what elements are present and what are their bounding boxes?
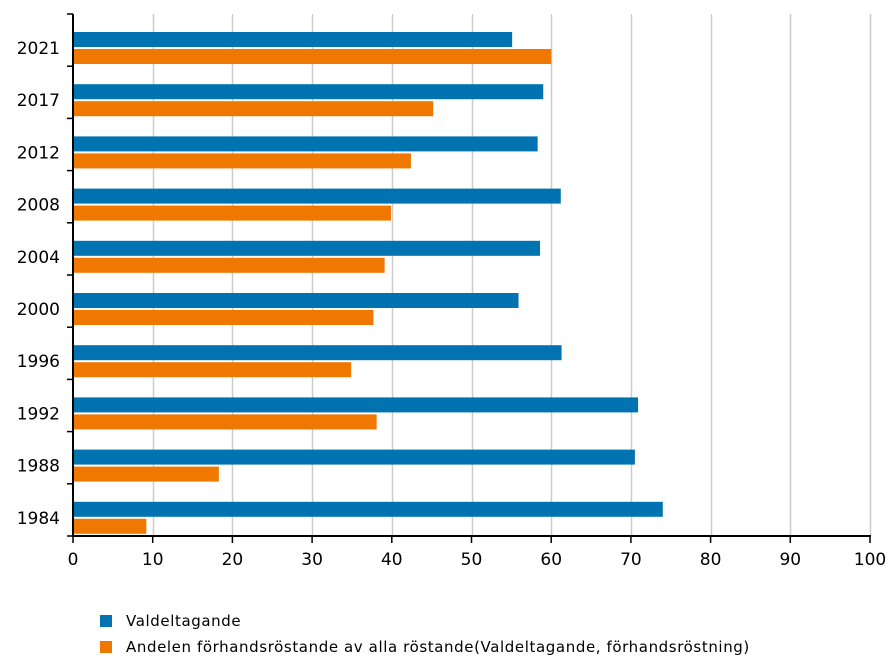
legend-item-series-1: Valdeltagande: [100, 610, 750, 632]
x-tick-label: 100: [854, 550, 886, 570]
bar-2008-series-1: [73, 188, 561, 204]
bar-2012-series-1: [73, 136, 538, 152]
bar-1996-series-1: [73, 345, 562, 361]
bar-2017-series-1: [73, 84, 544, 100]
y-category-label: 1984: [17, 509, 60, 529]
x-tick-label: 60: [540, 550, 562, 570]
y-category-label: 2000: [17, 300, 60, 320]
axes: [67, 13, 871, 543]
bar-1992-series-2: [73, 414, 377, 430]
y-category-label: 1992: [17, 404, 60, 424]
y-category-label: 1988: [17, 457, 60, 477]
y-category-label: 1996: [17, 352, 60, 372]
x-tick-labels: 0 10 20 30 40 50 60 70 80 90 100: [68, 550, 887, 570]
bar-2000-series-2: [73, 310, 374, 325]
bar-2000-series-1: [73, 293, 519, 308]
bar-1984-series-1: [73, 501, 663, 517]
legend-label-series-2: Andelen förhandsröstande av alla röstand…: [126, 638, 750, 656]
y-category-label: 2021: [17, 39, 60, 59]
bar-2008-series-2: [73, 205, 392, 221]
x-tick-label: 70: [620, 550, 642, 570]
legend: Valdeltagande Andelen förhandsröstande a…: [100, 610, 750, 662]
bar-2004-series-2: [73, 257, 385, 273]
y-category-label: 2012: [17, 143, 60, 163]
bar-1988-series-1: [73, 449, 635, 465]
bar-1996-series-2: [73, 362, 352, 378]
bar-1988-series-2: [73, 466, 219, 482]
bar-2017-series-2: [73, 101, 434, 117]
x-tick-label: 0: [68, 550, 79, 570]
x-tick-label: 40: [381, 550, 403, 570]
x-tick-label: 20: [222, 550, 244, 570]
bars: [73, 32, 663, 534]
bar-2004-series-1: [73, 240, 541, 256]
x-tick-label: 80: [700, 550, 722, 570]
legend-swatch-series-1: [100, 615, 112, 627]
bar-2021-series-2: [73, 49, 552, 64]
y-category-labels: 2021 2017 2012 2008 2004 2000 1996 1992 1988 1984: [17, 39, 60, 529]
legend-swatch-series-2: [100, 641, 112, 653]
grid-lines: [152, 14, 872, 536]
y-category-label: 2017: [17, 91, 60, 111]
bar-2012-series-2: [73, 153, 411, 169]
x-tick-label: 30: [301, 550, 323, 570]
x-tick-label: 10: [142, 550, 164, 570]
legend-item-series-2: Andelen förhandsröstande av alla röstand…: [100, 636, 750, 658]
bar-1984-series-2: [73, 518, 147, 534]
y-category-label: 2004: [17, 248, 60, 268]
bar-2021-series-1: [73, 32, 513, 47]
y-category-label: 2008: [17, 196, 60, 216]
legend-label-series-1: Valdeltagande: [126, 612, 242, 630]
x-tick-label: 90: [779, 550, 801, 570]
x-tick-label: 50: [461, 550, 483, 570]
bar-1992-series-1: [73, 397, 639, 413]
